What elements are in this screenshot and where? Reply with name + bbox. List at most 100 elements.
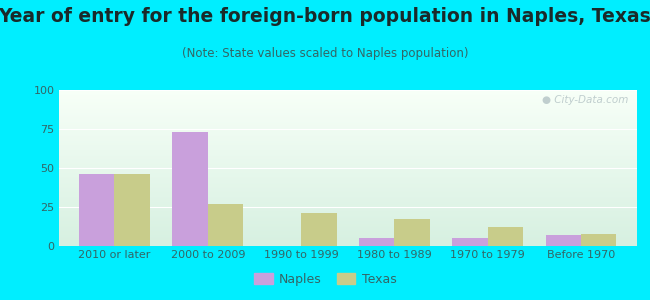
Bar [58,166,637,167]
Bar [58,238,637,239]
Bar [58,113,637,114]
Bar [58,154,637,155]
Bar [58,199,637,200]
Bar [58,223,637,224]
Bar [58,107,637,108]
Bar [58,214,637,215]
Bar [58,147,637,148]
Bar [58,153,637,154]
Bar [58,172,637,173]
Bar [395,220,430,246]
Bar [58,122,637,123]
Bar [58,105,637,106]
Bar [58,194,637,195]
Bar [58,197,637,198]
Bar [58,243,637,244]
Bar [58,224,637,225]
Bar [58,175,637,176]
Bar [58,125,637,126]
Bar [58,186,637,187]
Bar [58,95,637,96]
Bar [58,116,637,117]
Bar [58,203,637,204]
Bar [58,218,637,219]
Bar [58,196,637,197]
Bar [58,92,637,93]
Bar [58,102,637,103]
Bar [58,142,637,143]
Bar [58,177,637,178]
Bar [58,195,637,196]
Bar [208,204,243,246]
Bar [58,190,637,191]
Bar [58,242,637,243]
Bar [58,110,637,111]
Bar [58,225,637,226]
Bar [58,149,637,150]
Bar [58,109,637,110]
Text: (Note: State values scaled to Naples population): (Note: State values scaled to Naples pop… [182,46,468,59]
Bar [58,101,637,102]
Bar [58,157,637,158]
Bar [58,136,637,137]
Bar [58,127,637,128]
Bar [58,121,637,122]
Bar [359,238,395,246]
Bar [58,174,637,175]
Bar [58,97,637,98]
Bar [58,145,637,146]
Bar [58,117,637,118]
Bar [58,229,637,230]
Bar [58,124,637,125]
Bar [58,232,637,233]
Bar [58,200,637,201]
Bar [58,215,637,216]
Bar [58,221,637,222]
Bar [58,187,637,188]
Legend: Naples, Texas: Naples, Texas [249,268,401,291]
Bar [58,244,637,245]
Bar [58,137,637,138]
Bar [58,168,637,169]
Bar [58,162,637,163]
Bar [58,236,637,237]
Bar [58,201,637,202]
Bar [58,161,637,162]
Bar [58,185,637,186]
Bar [58,183,637,184]
Bar [58,99,637,100]
Bar [58,198,637,199]
Bar [58,104,637,105]
Bar [58,237,637,238]
Bar [114,174,150,246]
Bar [58,112,637,113]
Bar [58,181,637,182]
Bar [58,193,637,194]
Bar [58,211,637,212]
Bar [58,179,637,180]
Bar [58,202,637,203]
Bar [58,108,637,109]
Bar [58,234,637,235]
Bar [58,159,637,160]
Bar [58,170,637,171]
Bar [58,155,637,156]
Bar [58,140,637,141]
Bar [58,189,637,190]
Bar [58,90,637,91]
Bar [58,144,637,145]
Bar [58,233,637,234]
Bar [58,210,637,211]
Bar [58,151,637,152]
Bar [58,180,637,181]
Bar [58,148,637,149]
Bar [172,132,208,246]
Bar [58,171,637,172]
Bar [58,169,637,170]
Bar [58,230,637,231]
Bar [58,143,637,144]
Bar [58,93,637,94]
Bar [58,156,637,157]
Bar [58,188,637,189]
Bar [79,174,114,246]
